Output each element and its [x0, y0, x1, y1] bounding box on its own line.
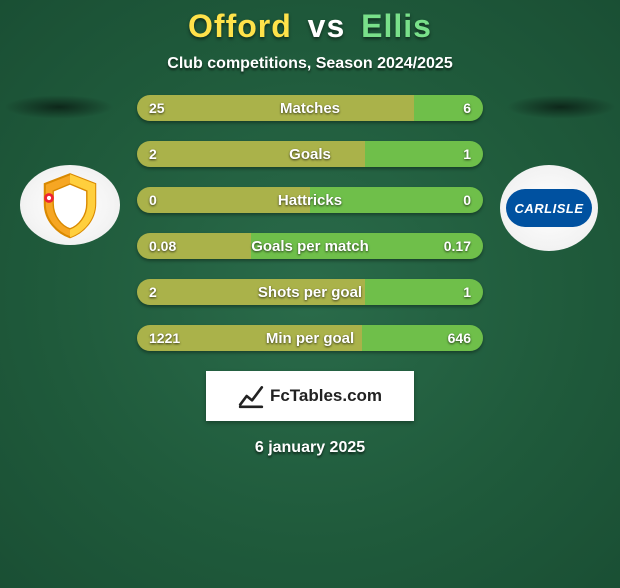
stat-seg-left [137, 187, 310, 213]
stat-seg-left [137, 325, 362, 351]
mk-dons-logo [20, 165, 120, 245]
stat-seg-right [365, 141, 483, 167]
stat-row-min-per-goal: 1221646Min per goal [137, 325, 483, 351]
comparison-arena: CARLISLE 256Matches 21Goals 00Hattricks 0.0… [0, 95, 620, 351]
stat-seg-left [137, 279, 365, 305]
shield-icon [35, 170, 105, 240]
page-title: Offord vs Ellis [0, 8, 620, 45]
stat-seg-left [137, 141, 365, 167]
date-text: 6 january 2025 [0, 439, 620, 457]
shadow-left [4, 95, 114, 119]
stat-seg-left [137, 233, 251, 259]
title-left: Offord [188, 8, 292, 44]
title-right: Ellis [361, 8, 432, 44]
stat-row-matches: 256Matches [137, 95, 483, 121]
stat-row-goals-per-match: 0.080.17Goals per match [137, 233, 483, 259]
brand-badge[interactable]: FcTables.com [206, 371, 414, 421]
stat-row-goals: 21Goals [137, 141, 483, 167]
brand-text: FcTables.com [270, 386, 382, 406]
stat-row-shots-per-goal: 21Shots per goal [137, 279, 483, 305]
shadow-right [506, 95, 616, 119]
stat-seg-left [137, 95, 414, 121]
chart-line-icon [238, 383, 264, 409]
stat-seg-right [362, 325, 483, 351]
stat-seg-right [365, 279, 483, 305]
stat-seg-right [414, 95, 483, 121]
title-vs: vs [308, 8, 346, 44]
carlisle-logo: CARLISLE [500, 165, 598, 251]
stat-seg-right [310, 187, 483, 213]
carlisle-badge: CARLISLE [506, 189, 592, 227]
subtitle: Club competitions, Season 2024/2025 [0, 55, 620, 73]
stat-seg-right [251, 233, 483, 259]
stat-row-hattricks: 00Hattricks [137, 187, 483, 213]
stat-bars: 256Matches 21Goals 00Hattricks 0.080.17Goal… [137, 95, 483, 351]
